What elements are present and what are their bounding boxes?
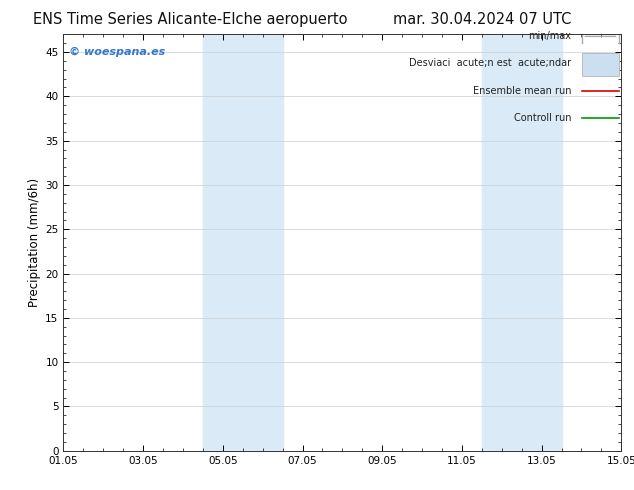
Text: min/max: min/max: [528, 31, 571, 41]
Text: ENS Time Series Alicante-Elche aeropuerto: ENS Time Series Alicante-Elche aeropuert…: [33, 12, 347, 27]
Text: mar. 30.04.2024 07 UTC: mar. 30.04.2024 07 UTC: [392, 12, 571, 27]
Y-axis label: Precipitation (mm/6h): Precipitation (mm/6h): [28, 178, 41, 307]
Text: Desviaci  acute;n est  acute;ndar: Desviaci acute;n est acute;ndar: [409, 58, 571, 69]
Text: Ensemble mean run: Ensemble mean run: [472, 86, 571, 96]
Bar: [203, 34, 283, 451]
Text: © woespana.es: © woespana.es: [69, 47, 165, 57]
Text: Controll run: Controll run: [514, 113, 571, 122]
FancyBboxPatch shape: [582, 53, 619, 76]
Bar: [482, 34, 562, 451]
